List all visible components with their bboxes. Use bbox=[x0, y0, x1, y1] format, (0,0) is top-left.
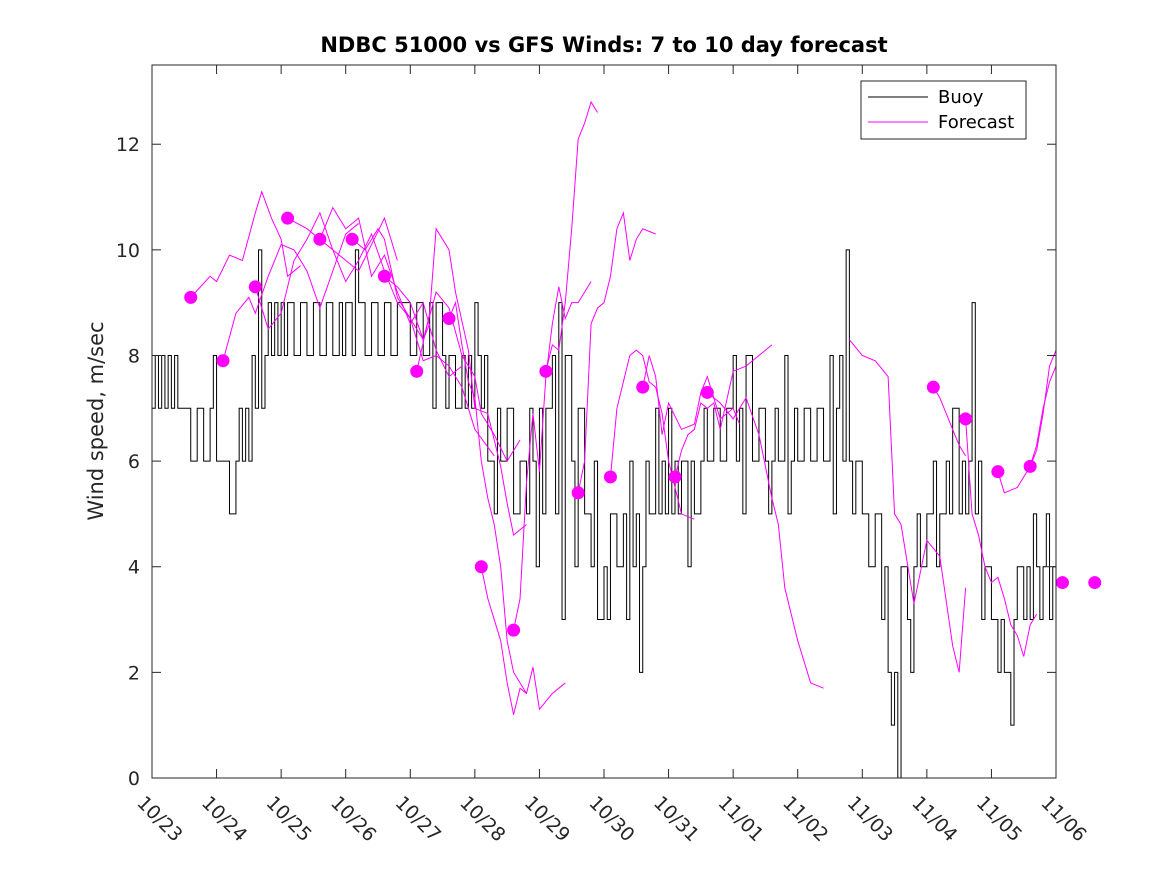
forecast-line-9 bbox=[448, 300, 527, 694]
forecast-line-15 bbox=[642, 355, 741, 435]
forecast-marker-6 bbox=[345, 232, 359, 246]
y-tick-label: 12 bbox=[116, 134, 140, 156]
forecast-marker-5 bbox=[313, 232, 327, 246]
legend-buoy-label: Buoy bbox=[938, 87, 984, 108]
forecast-marker-13 bbox=[571, 486, 585, 500]
forecast-marker-3 bbox=[248, 280, 262, 294]
forecast-line-19 bbox=[848, 339, 967, 673]
forecast-line-11 bbox=[513, 281, 592, 631]
buoy-series bbox=[152, 249, 1057, 779]
forecast-marker-4 bbox=[281, 211, 295, 225]
y-tick-label: 4 bbox=[128, 557, 140, 579]
forecast-series bbox=[190, 100, 1057, 715]
forecast-marker-15 bbox=[636, 380, 650, 394]
forecast-line-18 bbox=[932, 386, 967, 457]
forecast-marker-1 bbox=[184, 290, 198, 304]
y-tick-label: 6 bbox=[128, 451, 140, 473]
forecast-marker-14 bbox=[603, 470, 617, 484]
forecast-marker-20 bbox=[991, 465, 1005, 479]
forecast-line-5 bbox=[319, 206, 463, 378]
forecast-marker-11 bbox=[507, 623, 521, 637]
forecast-line-22 bbox=[1029, 350, 1057, 467]
legend-forecast-label: Forecast bbox=[938, 112, 1014, 133]
y-axis-label: Wind speed, m/sec bbox=[84, 321, 108, 520]
forecast-line-14 bbox=[609, 349, 695, 520]
forecast-markers bbox=[184, 211, 1102, 637]
forecast-marker-23 bbox=[1088, 576, 1102, 590]
forecast-marker-16 bbox=[668, 470, 682, 484]
forecast-marker-18 bbox=[926, 380, 940, 394]
forecast-line-12 bbox=[545, 100, 598, 372]
forecast-line-21 bbox=[997, 365, 1057, 494]
forecast-line-2 bbox=[222, 223, 359, 361]
forecast-marker-7 bbox=[377, 269, 391, 283]
y-tick-label: 10 bbox=[116, 240, 140, 262]
forecast-marker-19 bbox=[959, 412, 973, 426]
y-tick-label: 8 bbox=[128, 345, 140, 367]
forecast-line-7 bbox=[384, 275, 521, 463]
forecast-marker-22 bbox=[1055, 576, 1069, 590]
forecast-marker-2 bbox=[216, 354, 230, 368]
forecast-line-1 bbox=[190, 190, 301, 298]
y-axis: 0 2 4 6 8 10 12 bbox=[116, 134, 1056, 790]
legend: Buoy Forecast bbox=[860, 80, 1027, 140]
y-tick-label: 0 bbox=[128, 768, 140, 790]
forecast-line-20 bbox=[965, 418, 1038, 657]
chart-title: NDBC 51000 vs GFS Winds: 7 to 10 day for… bbox=[320, 33, 887, 57]
forecast-marker-12 bbox=[539, 364, 553, 378]
forecast-line-10 bbox=[480, 566, 566, 715]
legend-box bbox=[860, 80, 1027, 140]
y-tick-label: 2 bbox=[128, 662, 140, 684]
forecast-line-17 bbox=[706, 392, 824, 689]
forecast-marker-9 bbox=[442, 312, 456, 326]
forecast-line-13 bbox=[577, 210, 656, 493]
forecast-marker-17 bbox=[700, 385, 714, 399]
buoy-line bbox=[152, 249, 1057, 779]
forecast-marker-8 bbox=[410, 364, 424, 378]
forecast-line-16 bbox=[674, 344, 773, 478]
forecast-marker-10 bbox=[474, 560, 488, 574]
forecast-marker-21 bbox=[1023, 459, 1037, 473]
forecast-line-6 bbox=[351, 227, 495, 457]
forecast-line-8 bbox=[416, 227, 527, 536]
plot-area bbox=[152, 65, 1056, 778]
